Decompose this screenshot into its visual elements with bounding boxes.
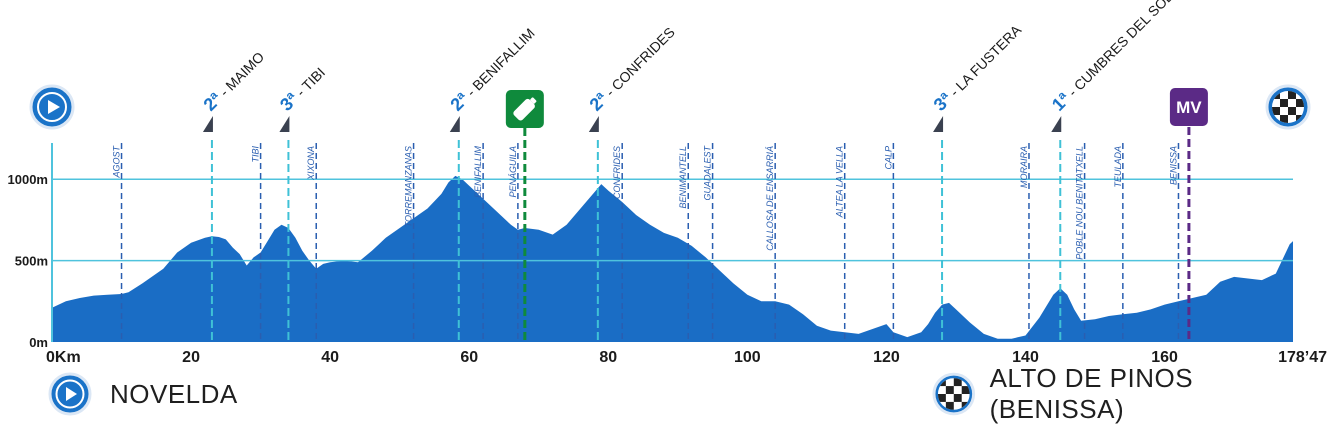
- finish-checkered-flag-icon: [932, 372, 976, 416]
- climb-marker: 3ª - TIBI: [276, 62, 329, 115]
- x-tick-label: 40: [321, 349, 339, 365]
- checkered-flag-icon: [1272, 91, 1304, 123]
- y-tick-label: 0m: [29, 335, 48, 350]
- town-label: MORAIRA: [1019, 146, 1029, 188]
- town-label: BENIFALLIM: [473, 146, 483, 198]
- finish-footer: ALTO DE PINOS (BENISSA): [932, 363, 1332, 424]
- climb-label: 3ª - TIBI: [276, 62, 329, 115]
- climb-label: 2ª - CONFRIDES: [586, 22, 679, 115]
- mountain-flag-icon: [279, 116, 290, 132]
- elevation-profile-area: [52, 175, 1293, 342]
- town-label: ALTEA LA VELLA: [835, 146, 845, 218]
- town-label: BENIMANTELL: [678, 146, 688, 209]
- climb-label: 3ª - LA FUSTERA: [930, 19, 1026, 115]
- y-tick-label: 500m: [15, 254, 48, 269]
- climb-label: 2ª - MAIMO: [200, 46, 268, 114]
- climb-name: - CUMBRES DEL SOL: [1062, 0, 1176, 102]
- water-bottle-icon: [513, 97, 537, 121]
- x-tick-label: 0Km: [46, 349, 81, 365]
- mountain-flag-icon: [202, 116, 213, 132]
- mountain-flag-icon: [588, 116, 599, 132]
- x-tick-label: 60: [460, 349, 478, 365]
- town-label: TIBI: [251, 146, 261, 163]
- town-label: CALLOSA DE ENSARRIÁ: [765, 146, 775, 251]
- climb-name: - LA FUSTERA: [944, 21, 1025, 102]
- town-label: BENISSA: [1168, 146, 1178, 185]
- start-play-icon: [48, 372, 92, 416]
- x-tick-label: 160: [1151, 349, 1178, 365]
- town-label: POBLE NOU BENITATXELL: [1075, 146, 1085, 260]
- x-tick-label: 100: [734, 349, 761, 365]
- town-label: XIXONA: [306, 146, 316, 181]
- play-icon: [48, 100, 60, 114]
- x-tick-label: 20: [182, 349, 200, 365]
- finish-town-label: ALTO DE PINOS (BENISSA): [989, 363, 1194, 424]
- mv-badge-label: MV: [1176, 98, 1202, 117]
- town-label: CALP: [883, 146, 893, 170]
- climb-marker: 2ª - MAIMO: [200, 46, 268, 115]
- town-label: TEULADA: [1113, 146, 1123, 188]
- town-label: TORREMANZANAS: [404, 146, 414, 227]
- x-tick-label: 120: [873, 349, 900, 365]
- start-town-label: NOVELDA: [110, 378, 238, 409]
- climb-marker: 2ª - CONFRIDES: [586, 22, 679, 115]
- climb-marker: 1ª - CUMBRES DEL SOL: [1048, 0, 1177, 115]
- start-footer: NOVELDA: [48, 365, 238, 423]
- climb-name: - TIBI: [290, 64, 328, 102]
- town-label: CONFRIDES: [612, 146, 622, 199]
- x-tick-label: 178’47: [1278, 349, 1327, 365]
- mountain-flag-icon: [1051, 116, 1062, 132]
- mountain-flag-icon: [933, 116, 944, 132]
- x-tick-label: 140: [1012, 349, 1039, 365]
- town-label: GUADALEST: [703, 144, 713, 200]
- stage-profile-chart: 0m 500m 1000m AGOST TIBI XIXONA TORREMANZANAS B…: [8, 0, 1328, 366]
- climb-marker: 3ª - LA FUSTERA: [930, 19, 1026, 115]
- x-tick-label: 80: [599, 349, 617, 365]
- mountain-flag-icon: [449, 116, 460, 132]
- town-label: PENÁGUILA: [508, 146, 518, 198]
- town-label: AGOST: [112, 145, 122, 179]
- mv-badge: [1169, 88, 1208, 126]
- y-tick-label: 1000m: [8, 172, 48, 187]
- climb-name: - CONFRIDES: [599, 24, 677, 102]
- climb-label: 1ª - CUMBRES DEL SOL: [1048, 0, 1177, 115]
- climb-name: - MAIMO: [214, 49, 268, 103]
